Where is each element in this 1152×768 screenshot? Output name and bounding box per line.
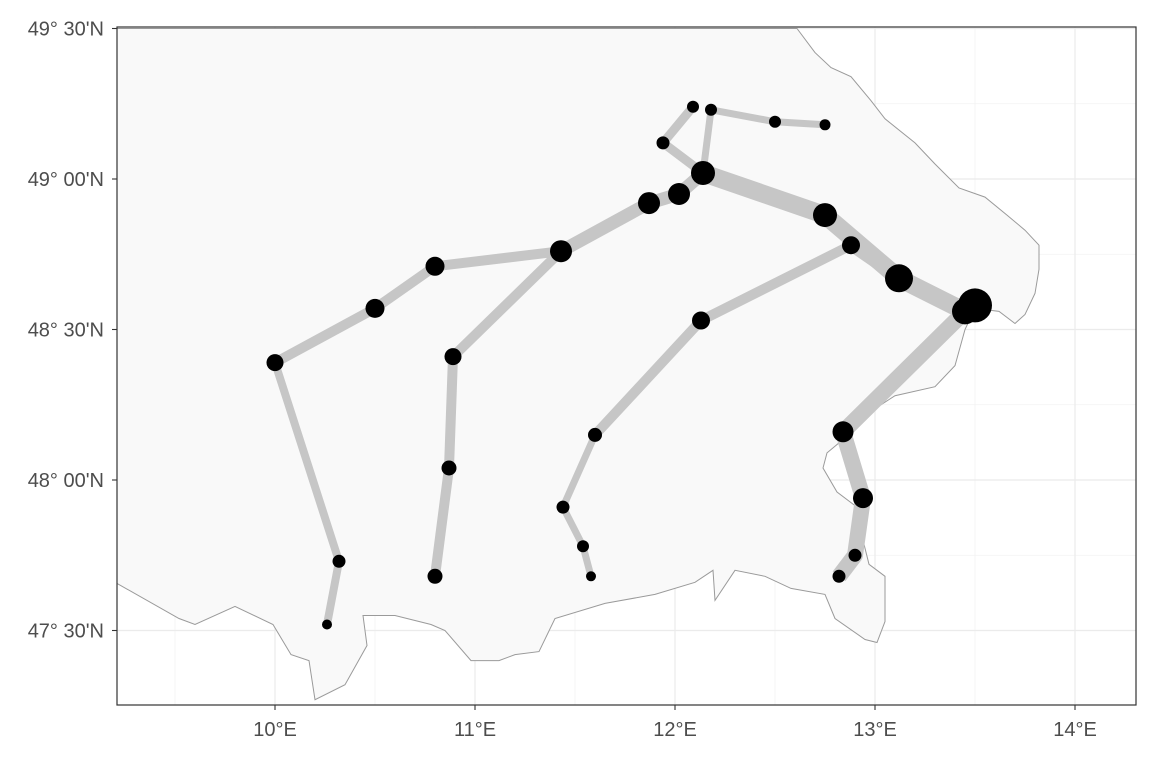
x-tick-label-0: 10°E [253,719,297,741]
node-point-30 [322,619,332,630]
node-point-16 [692,311,710,330]
x-tick-label-2: 12°E [653,719,697,741]
x-tick-label-1: 11°E [454,719,496,741]
node-point-20 [588,427,602,442]
y-axis: 47° 30'N 48° 00'N 48° 30'N 49° 00'N 49° 30'N [28,19,117,643]
node-point-29 [832,569,846,583]
x-axis: 10°E 11°E 12°E 13°E 14°E [253,705,1097,741]
route-5 [699,106,826,174]
y-tick-label-4: 49° 30'N [28,19,104,41]
node-point-6 [638,192,660,215]
node-point-25 [848,548,862,562]
node-point-23 [556,500,570,514]
panel-border [116,26,1137,706]
node-points [266,100,992,630]
node-point-9 [813,203,837,228]
node-point-3 [819,119,831,131]
node-point-7 [668,183,690,205]
node-point-14 [952,298,978,325]
node-point-19 [832,421,854,443]
y-tick-label-3: 49° 00'N [28,169,104,191]
node-point-21 [441,460,457,476]
node-point-10 [842,236,860,255]
node-point-27 [427,568,443,584]
node-point-22 [853,488,873,509]
node-point-18 [266,354,284,372]
node-point-28 [586,571,596,582]
node-point-1 [705,103,717,116]
route-1 [272,246,562,367]
node-point-11 [425,256,445,276]
y-tick-label-1: 48° 00'N [28,470,104,492]
node-point-12 [885,264,913,293]
node-point-0 [687,100,699,113]
node-point-8 [550,240,572,263]
route-2 [557,168,708,257]
y-tick-label-0: 47° 30'N [28,621,104,643]
route-7 [559,433,599,578]
node-point-2 [769,115,781,128]
x-tick-label-3: 13°E [853,719,897,741]
node-point-26 [332,554,346,568]
node-point-4 [656,136,670,150]
region-land [117,28,1040,701]
route-network [271,103,971,626]
land-layer [117,28,1040,701]
node-point-15 [365,298,385,318]
node-point-5 [691,161,715,185]
route-3 [430,247,565,577]
x-tick-label-4: 14°E [1053,719,1097,741]
y-tick-label-2: 48° 30'N [28,320,104,342]
node-point-17 [444,348,462,366]
node-point-24 [577,540,589,553]
